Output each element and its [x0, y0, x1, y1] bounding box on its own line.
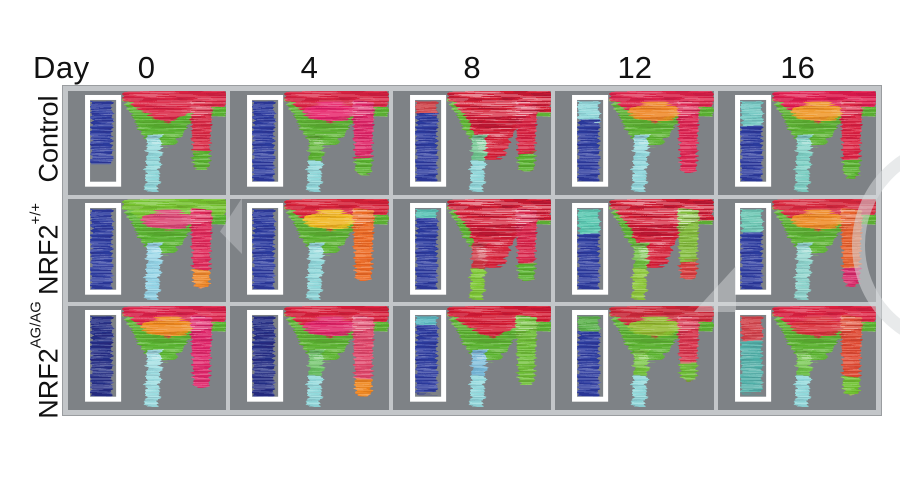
row-label-control: Control [33, 95, 64, 183]
image-grid-frame [62, 85, 882, 416]
cell-nrf2-wt-day16 [717, 198, 876, 303]
cell-nrf2-agag-day4 [230, 306, 389, 410]
cell-nrf2-wt-day8 [392, 198, 552, 303]
row-label-nrf2-agag: NRF2AG/AG [28, 301, 64, 419]
day-number-16: 16 [780, 50, 815, 85]
cell-nrf2-agag-day0 [68, 306, 227, 410]
day-number-8: 8 [463, 50, 481, 85]
cell-nrf2-wt-day0 [68, 198, 227, 303]
cell-nrf2-agag-day8 [392, 306, 552, 410]
cell-control-day12 [555, 91, 714, 195]
cell-nrf2-agag-day16 [717, 306, 876, 410]
day-number-0: 0 [137, 50, 156, 85]
cell-nrf2-agag-day12 [555, 306, 714, 410]
day-number-12: 12 [617, 50, 653, 85]
cell-control-day8 [392, 91, 552, 195]
day-label: Day [33, 50, 90, 85]
row-label-nrf2-wt: NRF2+/+ [28, 203, 64, 295]
cell-control-day0 [68, 91, 227, 195]
cell-control-day16 [717, 91, 876, 195]
cell-control-day4 [230, 91, 389, 195]
day-number-4: 4 [300, 50, 318, 85]
cell-nrf2-wt-day12 [555, 198, 714, 303]
cell-nrf2-wt-day4 [230, 198, 389, 303]
image-grid [68, 91, 876, 410]
